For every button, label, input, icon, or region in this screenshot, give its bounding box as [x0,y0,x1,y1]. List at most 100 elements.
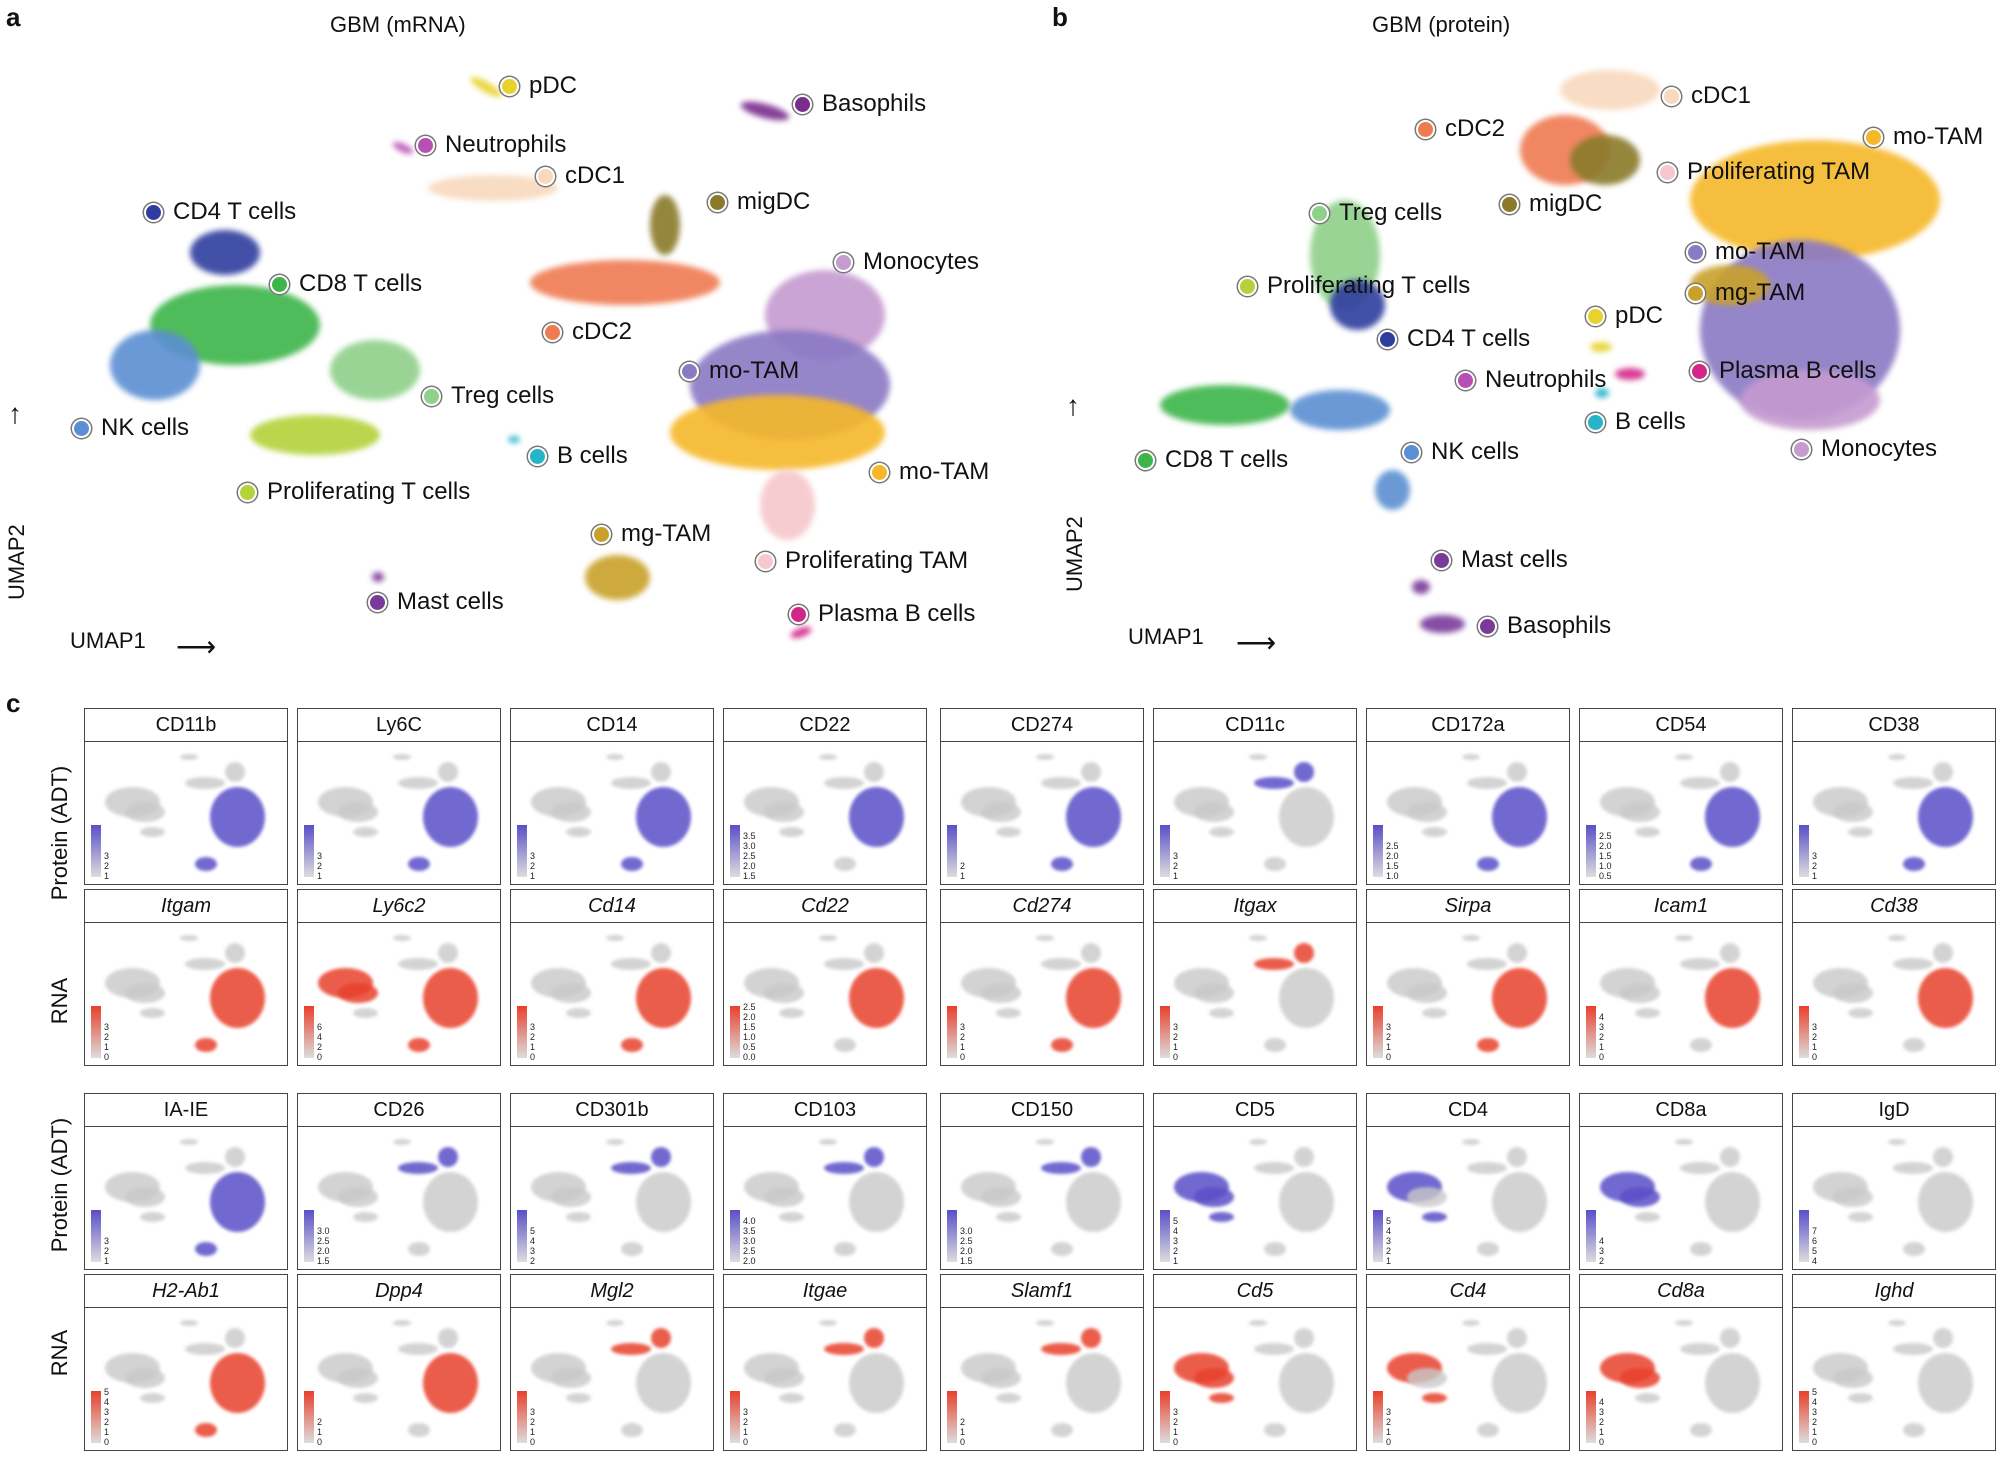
cluster-color-dot [500,76,519,96]
scatter-cluster [1740,370,1880,430]
feature-plot-title: Dpp4 [298,1275,500,1308]
umap-cluster-shape [408,1242,430,1256]
color-scale-legend [1799,1006,1809,1058]
umap-cluster-shape [1066,1353,1121,1413]
legend-tick-label: 3 [104,1022,110,1032]
umap-cluster-shape [1893,1162,1933,1174]
umap-cluster-shape [1675,754,1693,760]
umap-cluster-shape [849,968,904,1028]
umap-cluster-shape [1066,968,1121,1028]
cluster-color-dot [536,166,555,186]
scatter-cluster [1615,368,1645,380]
legend-tick-label: 0.5 [743,1042,756,1052]
umap-cluster-shape [210,1172,265,1232]
feature-plot: CD301b 5 4 3 2 [510,1093,714,1270]
cluster-label-text: Proliferating TAM [1687,158,1871,185]
legend-tick-label: 1 [1812,1042,1818,1052]
feature-plot-umap: 4.0 3.5 3.0 2.5 2.0 [724,1127,926,1269]
legend-tick-label: 0 [530,1052,536,1062]
cluster-label-text: Monocytes [863,248,980,275]
umap-cluster-shape [1680,1343,1720,1355]
cluster-label-plasma-b-cells: Plasma B cells [1690,357,1876,385]
legend-tick-label: 0 [104,1052,110,1062]
legend-tick-label: 2 [104,1032,110,1042]
umap-cluster-shape [1690,1038,1712,1052]
umap-cluster-shape [606,1139,624,1145]
umap-cluster-shape [1081,943,1101,963]
legend-tick-label: 4 [1812,1397,1818,1407]
umap-cluster-shape [353,1212,378,1222]
cluster-label-mo-tam-orange: mo-TAM [1864,123,1983,151]
feature-plot-title: CD150 [941,1094,1143,1127]
umap-cluster-shape [1720,1328,1740,1348]
umap-cluster-shape [636,1353,691,1413]
color-scale-legend [91,1006,101,1058]
legend-tick-label: 2.0 [317,1246,330,1256]
cluster-label-text: cDC1 [565,162,626,189]
scatter-cluster [1412,580,1430,594]
legend-tick-label: 1 [1386,1042,1392,1052]
umap-cluster-shape [1833,983,1873,1003]
legend-tick-label: 2 [317,1417,323,1427]
umap-cluster-shape [1635,1008,1660,1018]
umap-cluster-shape [423,1172,478,1232]
umap-cluster-shape [1041,958,1081,970]
umap-cluster-shape [185,777,225,789]
scatter-cluster [330,340,420,400]
scatter-cluster [1420,615,1465,633]
legend-tick-label: 2 [1173,1417,1179,1427]
color-scale-legend [1586,1210,1596,1262]
cluster-color-dot [1402,442,1421,462]
row-label-rna-2: RNA [47,1329,72,1377]
umap-cluster-shape [1620,1368,1660,1388]
feature-plot: Ly6C 3 2 1 [297,708,501,885]
feature-plot-title: IgD [1793,1094,1995,1127]
legend-tick-label: 3 [317,851,323,861]
cluster-label-cdc1: cDC1 [1662,82,1751,110]
cluster-color-dot [1586,306,1605,326]
legend-tick-label: 1 [1173,1427,1179,1437]
scatter-cluster [1160,385,1290,425]
cluster-color-dot [144,202,163,222]
legend-tick-label: 6 [317,1022,323,1032]
umap-cluster-shape [621,1423,643,1437]
umap-cluster-shape [1705,1172,1760,1232]
cluster-label-mo-tam-purple: mo-TAM [680,357,799,385]
color-scale-legend [517,1391,527,1443]
legend-tick-label: 2 [960,1032,966,1042]
panel-b-x-axis-label: UMAP1 [1128,624,1204,649]
legend-tick-label: 2 [530,861,536,871]
legend-tick-label: 0 [1812,1052,1818,1062]
scatter-cluster [1590,342,1612,352]
legend-tick-label: 1 [960,1427,966,1437]
legend-tick-label: 2.0 [1599,841,1612,851]
feature-plot-title: CD38 [1793,709,1995,742]
umap-cluster-shape [1833,1368,1873,1388]
cluster-label-text: Proliferating T cells [1267,272,1471,299]
cluster-label-text: Neutrophils [445,131,567,158]
color-scale-legend [730,1210,740,1262]
legend-tick-label: 2 [1812,1032,1818,1042]
legend-tick-label: 2 [1599,1417,1605,1427]
umap-cluster-shape [1036,935,1054,941]
umap-cluster-shape [1492,968,1547,1028]
umap-cluster-shape [1507,1147,1527,1167]
umap-cluster-shape [1462,1139,1480,1145]
umap-cluster-shape [180,1139,198,1145]
umap-cluster-shape [1264,857,1286,871]
umap-cluster-shape [1467,1343,1507,1355]
